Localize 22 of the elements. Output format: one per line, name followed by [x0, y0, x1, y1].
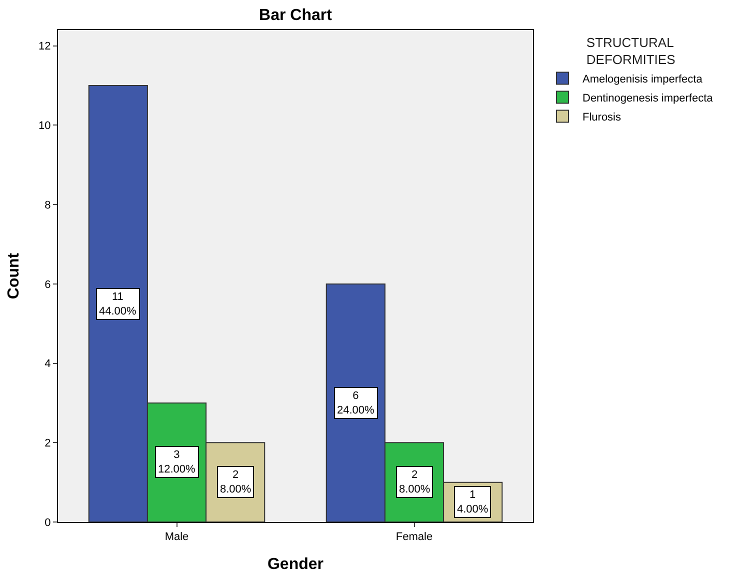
y-tick-label: 2	[44, 438, 51, 450]
y-tick-label: 0	[44, 516, 51, 529]
y-tick-label: 12	[38, 40, 51, 53]
y-axis-title: Count	[5, 252, 22, 300]
data-label: 6 24.00%	[337, 390, 375, 416]
y-tick-label: 10	[38, 120, 51, 132]
data-label: 11 44.00%	[99, 291, 137, 318]
y-tick-label: 6	[44, 278, 51, 291]
y-tick-label: 4	[44, 358, 51, 370]
x-axis-title: Gender	[267, 556, 324, 573]
chart-title: Bar Chart	[259, 6, 333, 24]
legend-title: STRUCTURAL DEFORMITIES	[586, 34, 676, 67]
x-tick-label: Female	[396, 531, 433, 544]
data-label: 2 8.00%	[399, 469, 430, 496]
x-tick-label: Male	[164, 531, 189, 544]
legend-label: Flurosis	[582, 112, 622, 124]
data-label: 3 12.00%	[158, 449, 196, 476]
legend-label: Amelogenisis imperfecta	[582, 74, 704, 86]
data-label: 1 4.00%	[457, 489, 488, 516]
data-label: 2 8.00%	[220, 469, 252, 496]
legend-label: Dentinogenesis imperfecta	[582, 92, 714, 105]
y-tick-label: 8	[44, 199, 51, 212]
